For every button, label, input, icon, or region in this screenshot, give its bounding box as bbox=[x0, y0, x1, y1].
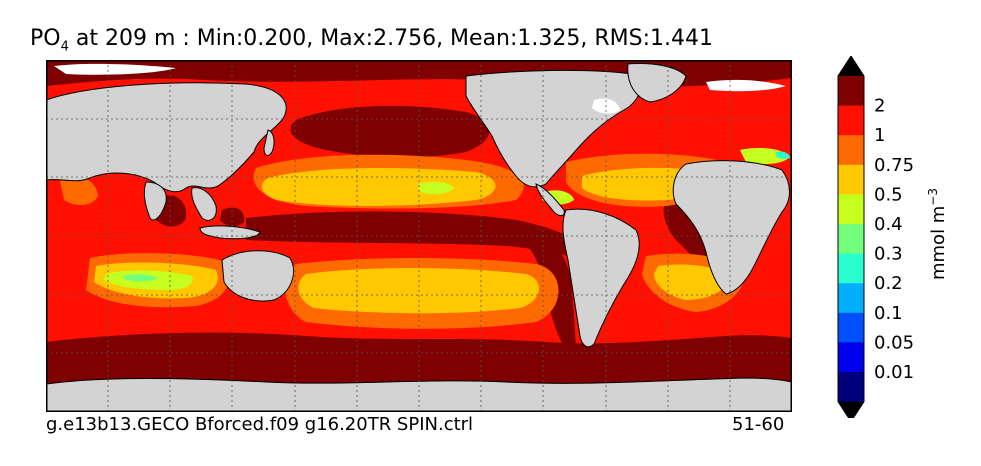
colorbar-tick-label: 0.75 bbox=[874, 155, 914, 176]
ice-arctic-west bbox=[54, 63, 176, 75]
south-atlantic-gyre bbox=[654, 264, 730, 300]
land-japan bbox=[263, 129, 275, 156]
land-indonesia bbox=[199, 225, 261, 240]
land-australia bbox=[221, 250, 294, 302]
colorbar-unit: mmol m−3 bbox=[926, 188, 949, 280]
mediterranean-lowest bbox=[776, 151, 790, 159]
title-variable: PO bbox=[30, 26, 61, 51]
colorbar-box bbox=[838, 194, 864, 225]
colorbar-tick-label: 0.05 bbox=[874, 332, 914, 353]
map-title: PO4 at 209 m : Min:0.200, Max:2.756, Mea… bbox=[30, 26, 713, 54]
colorbar-tick-label: 0.3 bbox=[874, 244, 903, 265]
north-pacific-high bbox=[290, 105, 490, 158]
title-stats: at 209 m : Min:0.200, Max:2.756, Mean:1.… bbox=[68, 26, 714, 51]
south-indian-inner-core bbox=[122, 274, 158, 282]
north-pacific-core bbox=[418, 181, 454, 195]
po4-map bbox=[46, 60, 792, 412]
colorbar-tick-label: 0.4 bbox=[874, 214, 903, 235]
north-pacific-gyre bbox=[261, 168, 496, 206]
colorbar-tick-label: 1 bbox=[874, 125, 885, 146]
colorbar-box bbox=[838, 312, 864, 343]
colorbar-tick-label: 0.2 bbox=[874, 273, 903, 294]
land-se-asia bbox=[191, 187, 217, 221]
colorbar-over-extension bbox=[838, 56, 864, 76]
land-greenland bbox=[627, 63, 687, 103]
colorbar-tick-label: 0.01 bbox=[874, 362, 914, 383]
colorbar-labels: 2 1 0.75 0.5 0.4 0.3 0.2 0.1 0.05 0.01 bbox=[874, 96, 914, 383]
colorbar-box bbox=[838, 342, 864, 373]
map-frame bbox=[46, 60, 792, 412]
colorbar: 2 1 0.75 0.5 0.4 0.3 0.2 0.1 0.05 0.01 mmol m−3 bbox=[837, 56, 949, 418]
colorbar-outline bbox=[837, 56, 865, 418]
colorbar-box bbox=[838, 105, 864, 136]
colorbar-tick-label: 0.1 bbox=[874, 303, 903, 324]
sea-ice bbox=[54, 63, 786, 114]
land-south-america bbox=[562, 208, 640, 348]
colorbar-under-extension bbox=[838, 401, 864, 418]
years-label: 51-60 bbox=[732, 414, 785, 435]
colorbar-tick-label: 0.5 bbox=[874, 184, 903, 205]
colorbar-box bbox=[838, 135, 864, 166]
title-variable-subscript: 4 bbox=[60, 39, 69, 55]
land-africa bbox=[672, 160, 790, 295]
graticule bbox=[46, 60, 792, 412]
land-eurasia bbox=[46, 82, 287, 193]
land-india bbox=[143, 181, 167, 221]
colorbar-box bbox=[838, 164, 864, 195]
equatorial-pacific-band bbox=[246, 211, 591, 260]
colorbar-box bbox=[838, 253, 864, 284]
arabian-mid bbox=[60, 176, 98, 205]
colorbar-box bbox=[838, 283, 864, 314]
colorbar-box bbox=[838, 224, 864, 255]
colorbar-box bbox=[838, 76, 864, 107]
ice-arctic-east bbox=[706, 79, 786, 92]
colorbar-box bbox=[838, 372, 864, 403]
colorbar-tick-label: 2 bbox=[874, 96, 885, 117]
experiment-label: g.e13b13.GECO Bforced.f09 g16.20TR SPIN.… bbox=[46, 414, 474, 435]
colorbar-boxes bbox=[837, 56, 865, 418]
